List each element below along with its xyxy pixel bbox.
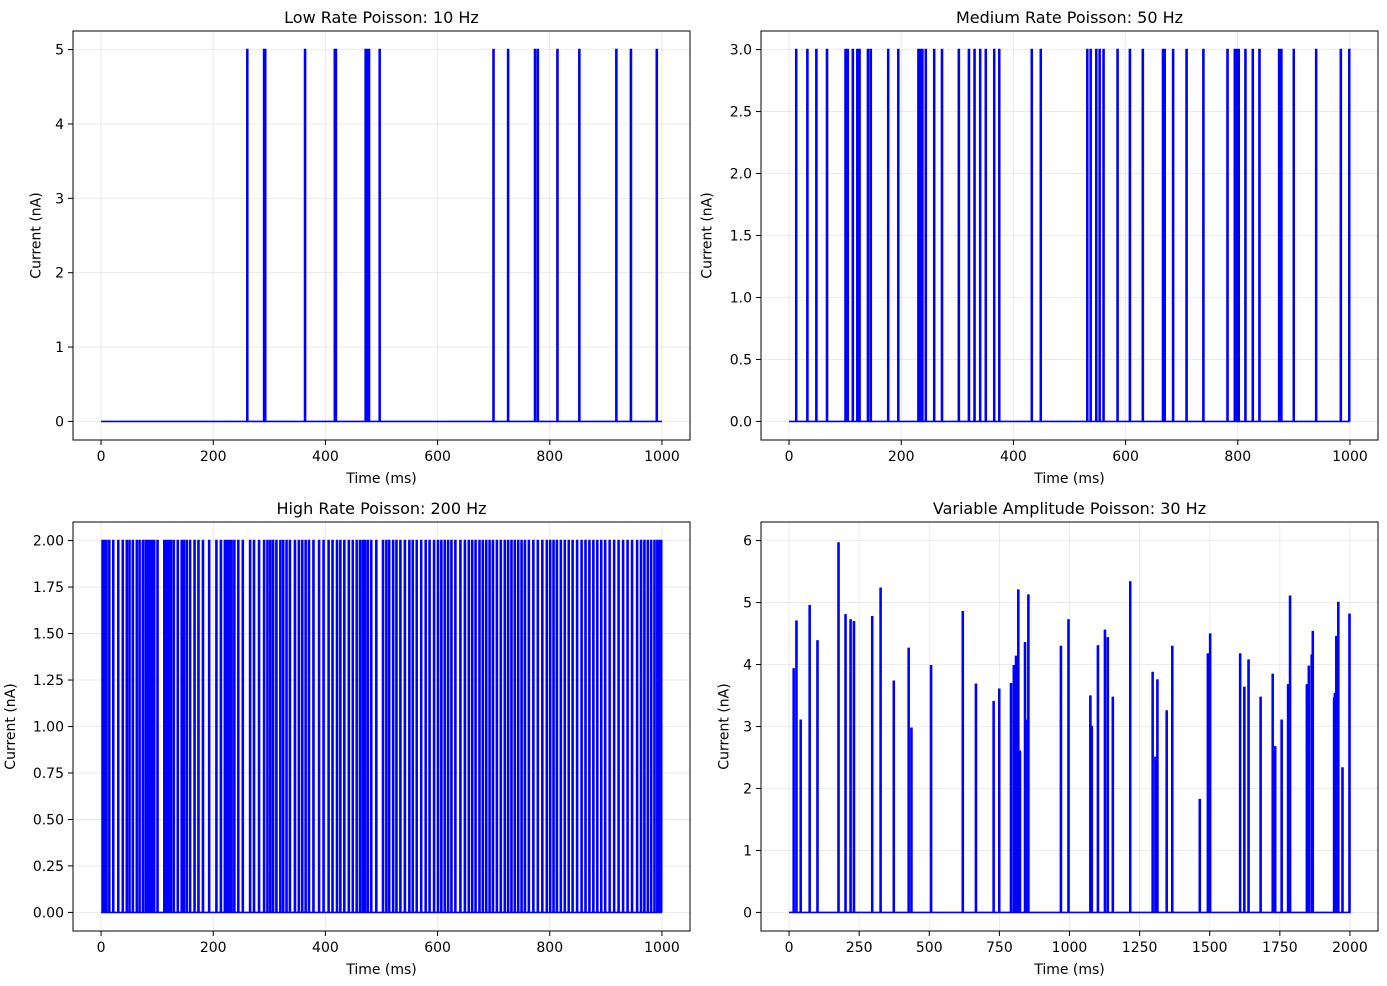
x-tick-label: 1750 xyxy=(1262,940,1298,956)
y-tick-label: 3.0 xyxy=(730,43,752,59)
x-axis-label: Time (ms) xyxy=(345,471,417,487)
x-tick-label: 1000 xyxy=(1052,940,1088,956)
y-tick-label: 0 xyxy=(55,414,64,430)
y-tick-label: 2.0 xyxy=(730,167,752,183)
x-tick-label: 500 xyxy=(916,940,943,956)
signal-trace xyxy=(101,539,663,914)
subplot-4: 0 250 500 750 1000 1250 1500 1750 2000 0 1 2 3 4 5 6 Var… xyxy=(717,499,1379,978)
x-axis-label: Time (ms) xyxy=(1033,962,1105,978)
x-tick-label: 400 xyxy=(1000,449,1027,465)
x-tick-label: 800 xyxy=(536,940,563,956)
x-tick-label: 200 xyxy=(200,449,227,465)
y-tick-label: 1.25 xyxy=(33,673,64,689)
y-tick-label: 1.50 xyxy=(33,627,64,643)
y-axis-label: Current (nA) xyxy=(3,683,19,769)
y-axis-label: Current (nA) xyxy=(700,192,716,278)
y-tick-label: 5 xyxy=(743,596,752,612)
subplot-2: 0 200 400 600 800 1000 0.0 0.5 1.0 1.5 2.0 2.5 3.0 Me… xyxy=(700,8,1379,487)
x-tick-label: 1500 xyxy=(1192,940,1228,956)
chart-title: Low Rate Poisson: 10 Hz xyxy=(284,8,479,27)
signal-trace xyxy=(789,48,1351,423)
y-tick-label: 3 xyxy=(55,191,64,207)
x-tick-label: 600 xyxy=(424,449,451,465)
x-tick-label: 1000 xyxy=(1332,449,1368,465)
x-tick-label: 800 xyxy=(1224,449,1251,465)
y-tick-label: 4 xyxy=(55,117,64,133)
y-tick-label: 1.0 xyxy=(730,290,752,306)
y-axis-label: Current (nA) xyxy=(717,683,733,769)
subplot-3: 0 200 400 600 800 1000 0.00 0.25 0.50 0.75 1.00 1.2… xyxy=(3,499,691,978)
y-tick-label: 5 xyxy=(55,43,64,59)
y-tick-label: 0.00 xyxy=(33,905,64,921)
subplot-1: 0 200 400 600 800 1000 0 1 2 3 4 5 Low Rate Poisson:… xyxy=(29,8,691,487)
y-tick-label: 1 xyxy=(743,843,752,859)
y-tick-label: 3 xyxy=(743,720,752,736)
x-tick-label: 1250 xyxy=(1122,940,1158,956)
y-tick-label: 2.00 xyxy=(33,534,64,550)
y-tick-label: 0.75 xyxy=(33,766,64,782)
y-tick-label: 2 xyxy=(55,266,64,282)
signal-trace xyxy=(101,48,662,423)
x-tick-label: 400 xyxy=(312,449,339,465)
y-tick-label: 0.5 xyxy=(730,352,752,368)
x-tick-label: 0 xyxy=(97,940,106,956)
x-tick-label: 200 xyxy=(888,449,915,465)
y-tick-label: 0.0 xyxy=(730,414,752,430)
chart-title: High Rate Poisson: 200 Hz xyxy=(276,499,486,518)
y-tick-label: 6 xyxy=(743,534,752,550)
x-tick-label: 600 xyxy=(424,940,451,956)
x-tick-label: 0 xyxy=(785,940,794,956)
y-tick-label: 1.75 xyxy=(33,580,64,596)
y-tick-label: 0 xyxy=(743,905,752,921)
y-tick-label: 0.50 xyxy=(33,812,64,828)
x-tick-label: 2000 xyxy=(1332,940,1368,956)
y-tick-label: 4 xyxy=(743,658,752,674)
y-axis-label: Current (nA) xyxy=(29,192,45,278)
y-tick-label: 0.25 xyxy=(33,859,64,875)
axes-frame xyxy=(72,30,691,441)
x-tick-label: 750 xyxy=(986,940,1013,956)
x-tick-label: 400 xyxy=(312,940,339,956)
x-tick-label: 250 xyxy=(846,940,873,956)
y-tick-label: 1.5 xyxy=(730,229,752,245)
x-tick-label: 1000 xyxy=(644,940,680,956)
y-tick-label: 2.5 xyxy=(730,105,752,121)
x-tick-label: 800 xyxy=(536,449,563,465)
x-tick-label: 1000 xyxy=(644,449,680,465)
y-tick-label: 1 xyxy=(55,340,64,356)
x-axis-label: Time (ms) xyxy=(345,962,417,978)
x-tick-label: 0 xyxy=(97,449,106,465)
x-tick-label: 600 xyxy=(1112,449,1139,465)
x-tick-label: 200 xyxy=(200,940,227,956)
x-tick-label: 0 xyxy=(785,449,794,465)
chart-title: Variable Amplitude Poisson: 30 Hz xyxy=(933,499,1206,518)
x-axis-label: Time (ms) xyxy=(1033,471,1105,487)
chart-title: Medium Rate Poisson: 50 Hz xyxy=(956,8,1183,27)
y-tick-label: 2 xyxy=(743,781,752,797)
y-tick-label: 1.00 xyxy=(33,720,64,736)
